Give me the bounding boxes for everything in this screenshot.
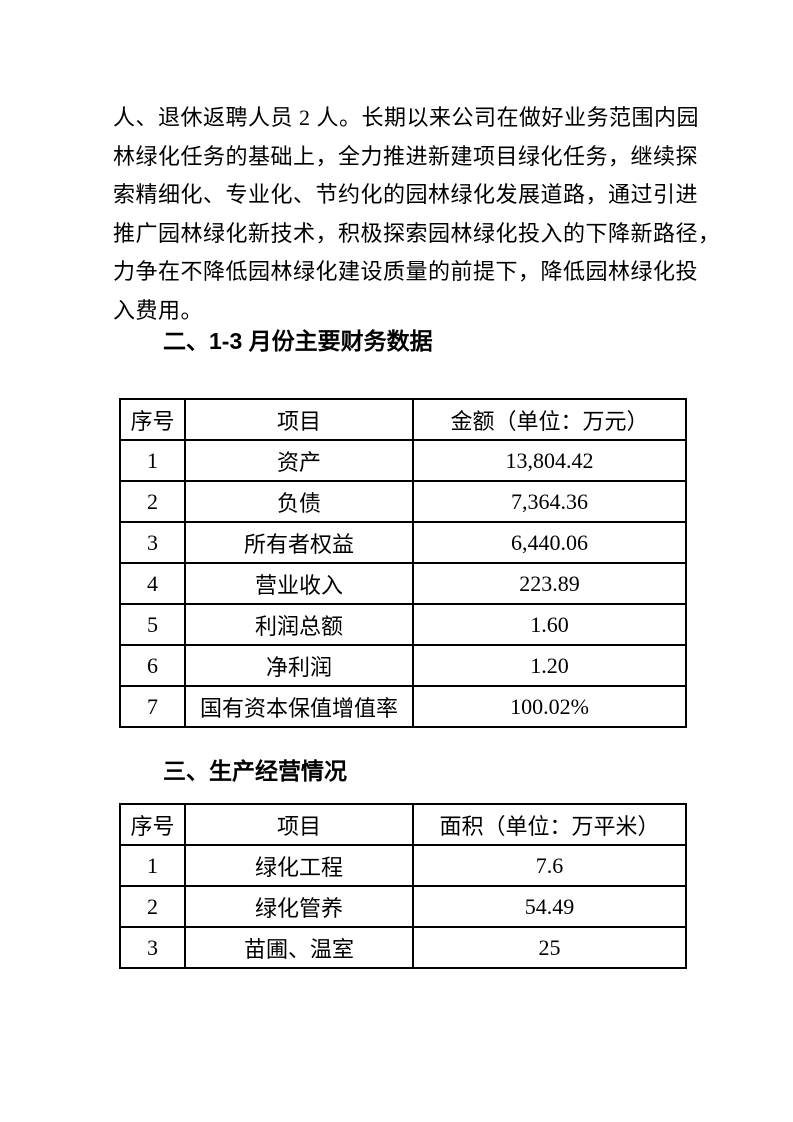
financial-data-table: 序号 项目 金额（单位：万元） 1 资产 13,804.42 2 负债 7,36… [119,398,687,728]
table-row: 1 绿化工程 7.6 [119,844,687,887]
paragraph-line: 林绿化任务的基础上，全力推进新建项目绿化任务，继续探 [113,143,699,169]
amount-cell: 7,364.36 [412,480,687,523]
area-cell: 54.49 [412,885,687,928]
item-cell: 所有者权益 [184,521,414,564]
col-header-seq: 序号 [119,398,186,441]
section3-heading: 三、生产经营情况 [163,758,347,784]
table-row: 1 资产 13,804.42 [119,439,687,482]
seq-cell: 6 [119,644,186,687]
table-row: 3 所有者权益 6,440.06 [119,521,687,564]
item-cell: 绿化工程 [184,844,414,887]
item-cell: 利润总额 [184,603,414,646]
table-row: 3 苗圃、温室 25 [119,926,687,969]
table-row: 7 国有资本保值增值率 100.02% [119,685,687,728]
col-header-item: 项目 [184,803,414,846]
seq-cell: 2 [119,885,186,928]
item-cell: 营业收入 [184,562,414,605]
production-table: 序号 项目 面积（单位：万平米） 1 绿化工程 7.6 2 绿化管养 54.49… [119,803,687,969]
paragraph-line: 索精细化、专业化、节约化的园林绿化发展道路，通过引进 [113,182,699,207]
section2-heading: 二、1-3 月份主要财务数据 [163,328,433,354]
table-row: 4 营业收入 223.89 [119,562,687,605]
table-row: 6 净利润 1.20 [119,644,687,687]
table-row: 5 利润总额 1.60 [119,603,687,646]
amount-cell: 100.02% [412,685,687,728]
col-header-area: 面积（单位：万平米） [412,803,687,846]
seq-cell: 4 [119,562,186,605]
seq-cell: 1 [119,844,186,887]
amount-cell: 223.89 [412,562,687,605]
area-cell: 25 [412,926,687,969]
amount-cell: 1.20 [412,644,687,687]
paragraph-line: 人、退休返聘人员 2 人。长期以来公司在做好业务范围内园 [113,105,700,130]
col-header-amount: 金额（单位：万元） [412,398,687,441]
seq-cell: 5 [119,603,186,646]
item-cell: 负债 [184,480,414,523]
paragraph-line: 入费用。 [113,297,204,323]
table-header-row: 序号 项目 金额（单位：万元） [119,398,687,441]
seq-cell: 1 [119,439,186,482]
seq-cell: 3 [119,521,186,564]
item-cell: 净利润 [184,644,414,687]
seq-cell: 7 [119,685,186,728]
paragraph-line: 力争在不降低园林绿化建设质量的前提下，降低园林绿化投 [113,259,699,284]
seq-cell: 3 [119,926,186,969]
table-row: 2 负债 7,364.36 [119,480,687,523]
item-cell: 国有资本保值增值率 [184,685,414,728]
item-cell: 苗圃、温室 [184,926,414,969]
amount-cell: 13,804.42 [412,439,687,482]
amount-cell: 6,440.06 [412,521,687,564]
item-cell: 资产 [184,439,414,482]
amount-cell: 1.60 [412,603,687,646]
table-header-row: 序号 项目 面积（单位：万平米） [119,803,687,846]
col-header-item: 项目 [184,398,414,441]
paragraph-line: 推广园林绿化新技术，积极探索园林绿化投入的下降新路径， [113,220,721,246]
table-row: 2 绿化管养 54.49 [119,885,687,928]
intro-paragraph: 人、退休返聘人员 2 人。长期以来公司在做好业务范围内园 林绿化任务的基础上，全… [113,99,721,330]
item-cell: 绿化管养 [184,885,414,928]
col-header-seq: 序号 [119,803,186,846]
area-cell: 7.6 [412,844,687,887]
seq-cell: 2 [119,480,186,523]
